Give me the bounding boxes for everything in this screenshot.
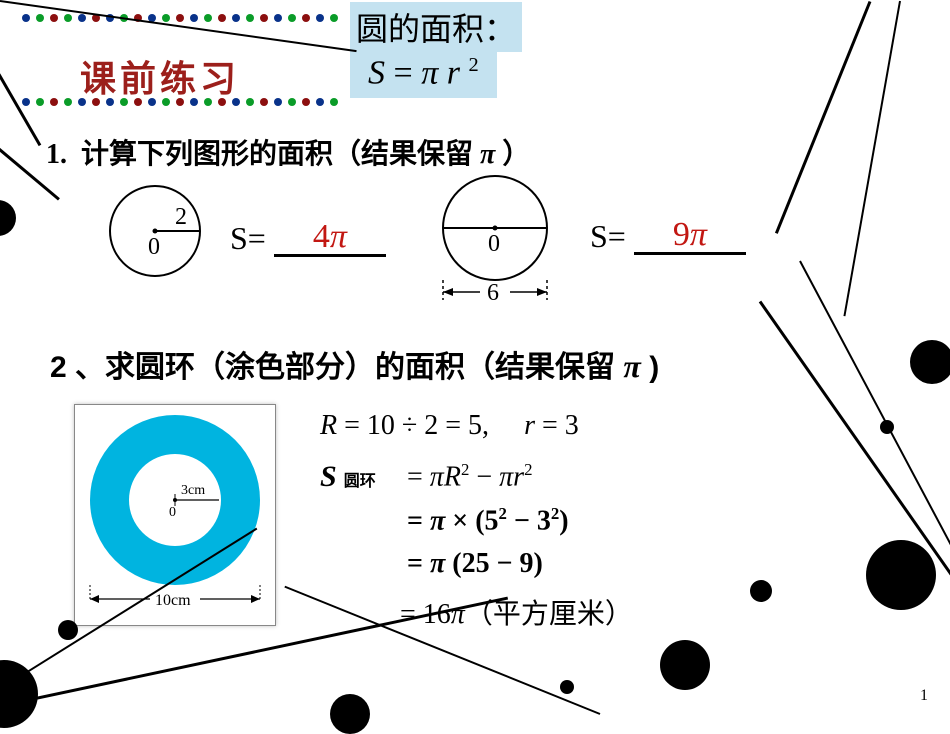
- q2-number: 2: [50, 351, 67, 384]
- work-line5-b: （平方厘米）: [465, 599, 633, 630]
- s-label-2: S=: [590, 218, 626, 254]
- work-line5-pi: π: [451, 599, 465, 630]
- circle1-radius-label: 2: [175, 204, 187, 230]
- decor-dot: [750, 580, 772, 602]
- annulus-figure: 3cm 0 10cm: [74, 404, 276, 626]
- decor-dot: [880, 420, 894, 434]
- q2-prompt: 2 、求圆环（涂色部分）的面积（结果保留 π ): [50, 342, 659, 386]
- work-R: R: [320, 410, 337, 441]
- formula-title-box: 圆的面积：: [350, 2, 522, 52]
- annulus-center-label: 0: [169, 505, 176, 520]
- q2-pi: π: [623, 348, 640, 384]
- decor-dot: [58, 620, 78, 640]
- circle2-center-label: 0: [488, 231, 500, 257]
- q1-circle1-answer: 4π: [313, 218, 347, 256]
- page-number: 1: [920, 687, 928, 705]
- q1-text: 计算下列图形的面积（结果保留: [81, 139, 473, 170]
- header-title: 课前练习: [80, 50, 240, 102]
- annulus-inner-r-label: 3cm: [181, 483, 205, 498]
- work-line4: = π (25 − 9): [400, 548, 543, 580]
- decor-line: [775, 1, 871, 234]
- decor-dot: [660, 640, 710, 690]
- annulus-outer-d-label: 10cm: [155, 592, 191, 609]
- q1-circle2-answer-wrap: S= 9π: [590, 216, 746, 255]
- work-line3: = π × (52 − 32): [400, 504, 569, 537]
- q1-number: 1.: [46, 139, 67, 170]
- decor-dot: [0, 200, 16, 236]
- q1-circle2-answer: 9π: [673, 216, 707, 254]
- work-line1: R = 10 ÷ 2 = 5, r = 3: [320, 410, 579, 442]
- dot-row-top: [22, 14, 338, 22]
- decor-dot: [560, 680, 574, 694]
- q2-text: 、求圆环（涂色部分）的面积（结果保留: [75, 351, 615, 384]
- work-S: S: [320, 460, 337, 493]
- q1-circle1-answer-wrap: S= 4π: [230, 218, 386, 257]
- formula-exp: 2: [468, 54, 478, 76]
- formula-eq: =: [394, 54, 422, 91]
- work-S-sub: 圆环: [344, 473, 376, 490]
- formula-pi: π: [421, 54, 438, 91]
- work-r-rest: = 3: [542, 410, 579, 441]
- formula-title: 圆的面积：: [356, 11, 516, 47]
- q1-circle2-figure: 0 6: [420, 166, 570, 321]
- decor-dot: [910, 340, 950, 384]
- work-r: r: [524, 410, 535, 441]
- work-S-label: S 圆环: [320, 460, 376, 494]
- decor-line: [0, 0, 357, 52]
- s-label-1: S=: [230, 220, 266, 256]
- q1-circle1-figure: 2 0: [100, 176, 210, 291]
- circle2-diameter-label: 6: [487, 280, 499, 306]
- work-line2: = πR2 − πr2: [400, 460, 532, 493]
- formula-S: S: [368, 54, 385, 91]
- formula-r: r: [447, 54, 460, 91]
- circle1-center-label: 0: [148, 234, 160, 260]
- decor-dot: [0, 660, 38, 728]
- formula-box: S = π r 2: [350, 48, 497, 98]
- decor-line: [799, 261, 950, 703]
- decor-line: [0, 41, 41, 146]
- work-R-rest: = 10 ÷ 2 = 5,: [344, 410, 489, 441]
- q2-rparen: ): [649, 351, 659, 384]
- decor-dot: [330, 694, 370, 734]
- decor-dot: [866, 540, 936, 610]
